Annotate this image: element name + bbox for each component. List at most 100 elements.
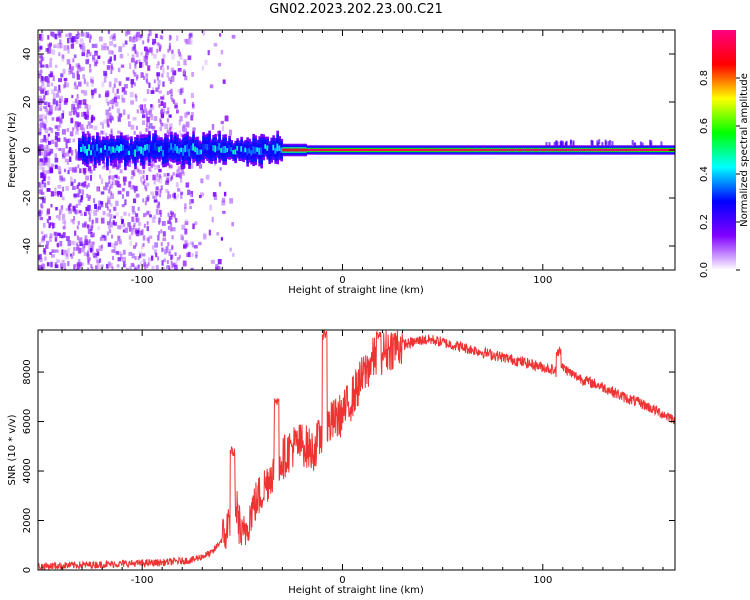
snr-y-tick-label: 8000 — [22, 359, 33, 384]
noise-cell — [168, 77, 172, 81]
noise-cell — [57, 89, 61, 93]
noise-cell — [191, 242, 195, 248]
noise-cell — [198, 164, 203, 169]
noise-cell — [142, 242, 145, 247]
noise-cell — [91, 79, 94, 84]
noise-cell — [88, 105, 92, 110]
band-cell — [250, 150, 253, 156]
noise-cell — [101, 123, 104, 129]
band-cell — [464, 148, 468, 152]
noise-cell — [135, 265, 139, 270]
band-cell — [512, 148, 516, 152]
band-cell — [414, 148, 418, 152]
noise-cell — [169, 227, 173, 232]
noise-cell — [83, 100, 86, 104]
noise-cell — [42, 170, 47, 175]
noise-cell — [75, 154, 78, 159]
noise-cell — [75, 40, 79, 44]
noise-cell — [83, 78, 86, 84]
noise-cell — [137, 168, 140, 173]
band-cell — [480, 148, 484, 152]
noise-cell — [168, 164, 173, 169]
noise-cell — [110, 130, 113, 135]
band-cell — [564, 148, 568, 152]
noise-cell — [222, 79, 226, 84]
noise-cell — [113, 206, 116, 211]
noise-cell — [70, 181, 74, 186]
noise-cell — [143, 179, 146, 184]
noise-cell — [204, 59, 208, 66]
band-cell — [530, 148, 534, 152]
noise-cell — [57, 232, 61, 236]
spectrogram-chart: -100 0 100 -40 -20 0 20 40 Height of straight l… — [7, 29, 750, 296]
noise-cell — [144, 264, 147, 269]
noise-cell — [183, 128, 188, 133]
band-cell — [298, 148, 302, 152]
noise-cell — [182, 260, 187, 267]
noise-cell — [50, 31, 55, 37]
band-cell — [238, 148, 241, 154]
noise-cell — [47, 35, 50, 40]
noise-cell — [130, 229, 135, 235]
noise-cell — [94, 61, 98, 67]
band-cell — [108, 146, 111, 151]
noise-cell — [174, 252, 177, 257]
noise-cell — [158, 72, 161, 77]
noise-cell — [106, 65, 111, 70]
noise-cell — [150, 191, 155, 196]
noise-cell — [108, 189, 111, 194]
noise-cell — [107, 59, 110, 64]
noise-cell — [74, 230, 77, 236]
noise-cell — [76, 31, 79, 36]
noise-cell — [62, 262, 67, 269]
noise-cell — [121, 204, 125, 208]
noise-cell — [91, 162, 94, 167]
noise-cell — [118, 251, 122, 256]
noise-cell — [44, 108, 48, 112]
noise-cell — [51, 163, 54, 168]
noise-cell — [170, 88, 173, 93]
noise-cell — [171, 264, 174, 269]
band-cell — [208, 143, 211, 151]
noise-cell — [191, 112, 194, 117]
noise-cell — [93, 198, 96, 204]
band-cell — [392, 148, 396, 152]
noise-cell — [166, 172, 170, 177]
band-cell — [366, 148, 370, 152]
band-cell — [136, 145, 139, 152]
band-cell — [508, 148, 512, 152]
noise-cell — [75, 63, 79, 68]
noise-cell — [88, 244, 92, 251]
band-cell — [346, 148, 350, 152]
band-cell — [652, 148, 656, 152]
noise-cell — [190, 190, 194, 197]
snr-y-tick-label: 2000 — [22, 508, 33, 533]
noise-cell — [147, 257, 152, 262]
noise-cell — [86, 81, 89, 87]
noise-cell — [70, 240, 75, 245]
noise-cell — [42, 196, 46, 201]
noise-cell — [90, 208, 93, 214]
noise-cell — [43, 124, 47, 130]
band-cell — [611, 141, 614, 147]
noise-cell — [146, 237, 150, 241]
noise-cell — [151, 245, 155, 250]
band-cell — [160, 145, 163, 151]
noise-cell — [78, 189, 82, 194]
noise-cell — [127, 114, 130, 120]
noise-cell — [48, 140, 51, 145]
noise-cell — [168, 42, 171, 47]
band-cell — [196, 147, 199, 155]
noise-cell — [184, 228, 188, 235]
band-cell — [555, 140, 558, 146]
noise-cell — [129, 241, 133, 246]
band-cell — [162, 150, 165, 157]
band-cell — [168, 147, 171, 153]
noise-cell — [191, 71, 194, 77]
noise-cell — [109, 218, 112, 223]
noise-cell — [107, 225, 111, 230]
noise-cell — [58, 115, 63, 121]
noise-cell — [95, 43, 98, 49]
noise-cell — [133, 82, 136, 87]
noise-cell — [169, 221, 173, 228]
